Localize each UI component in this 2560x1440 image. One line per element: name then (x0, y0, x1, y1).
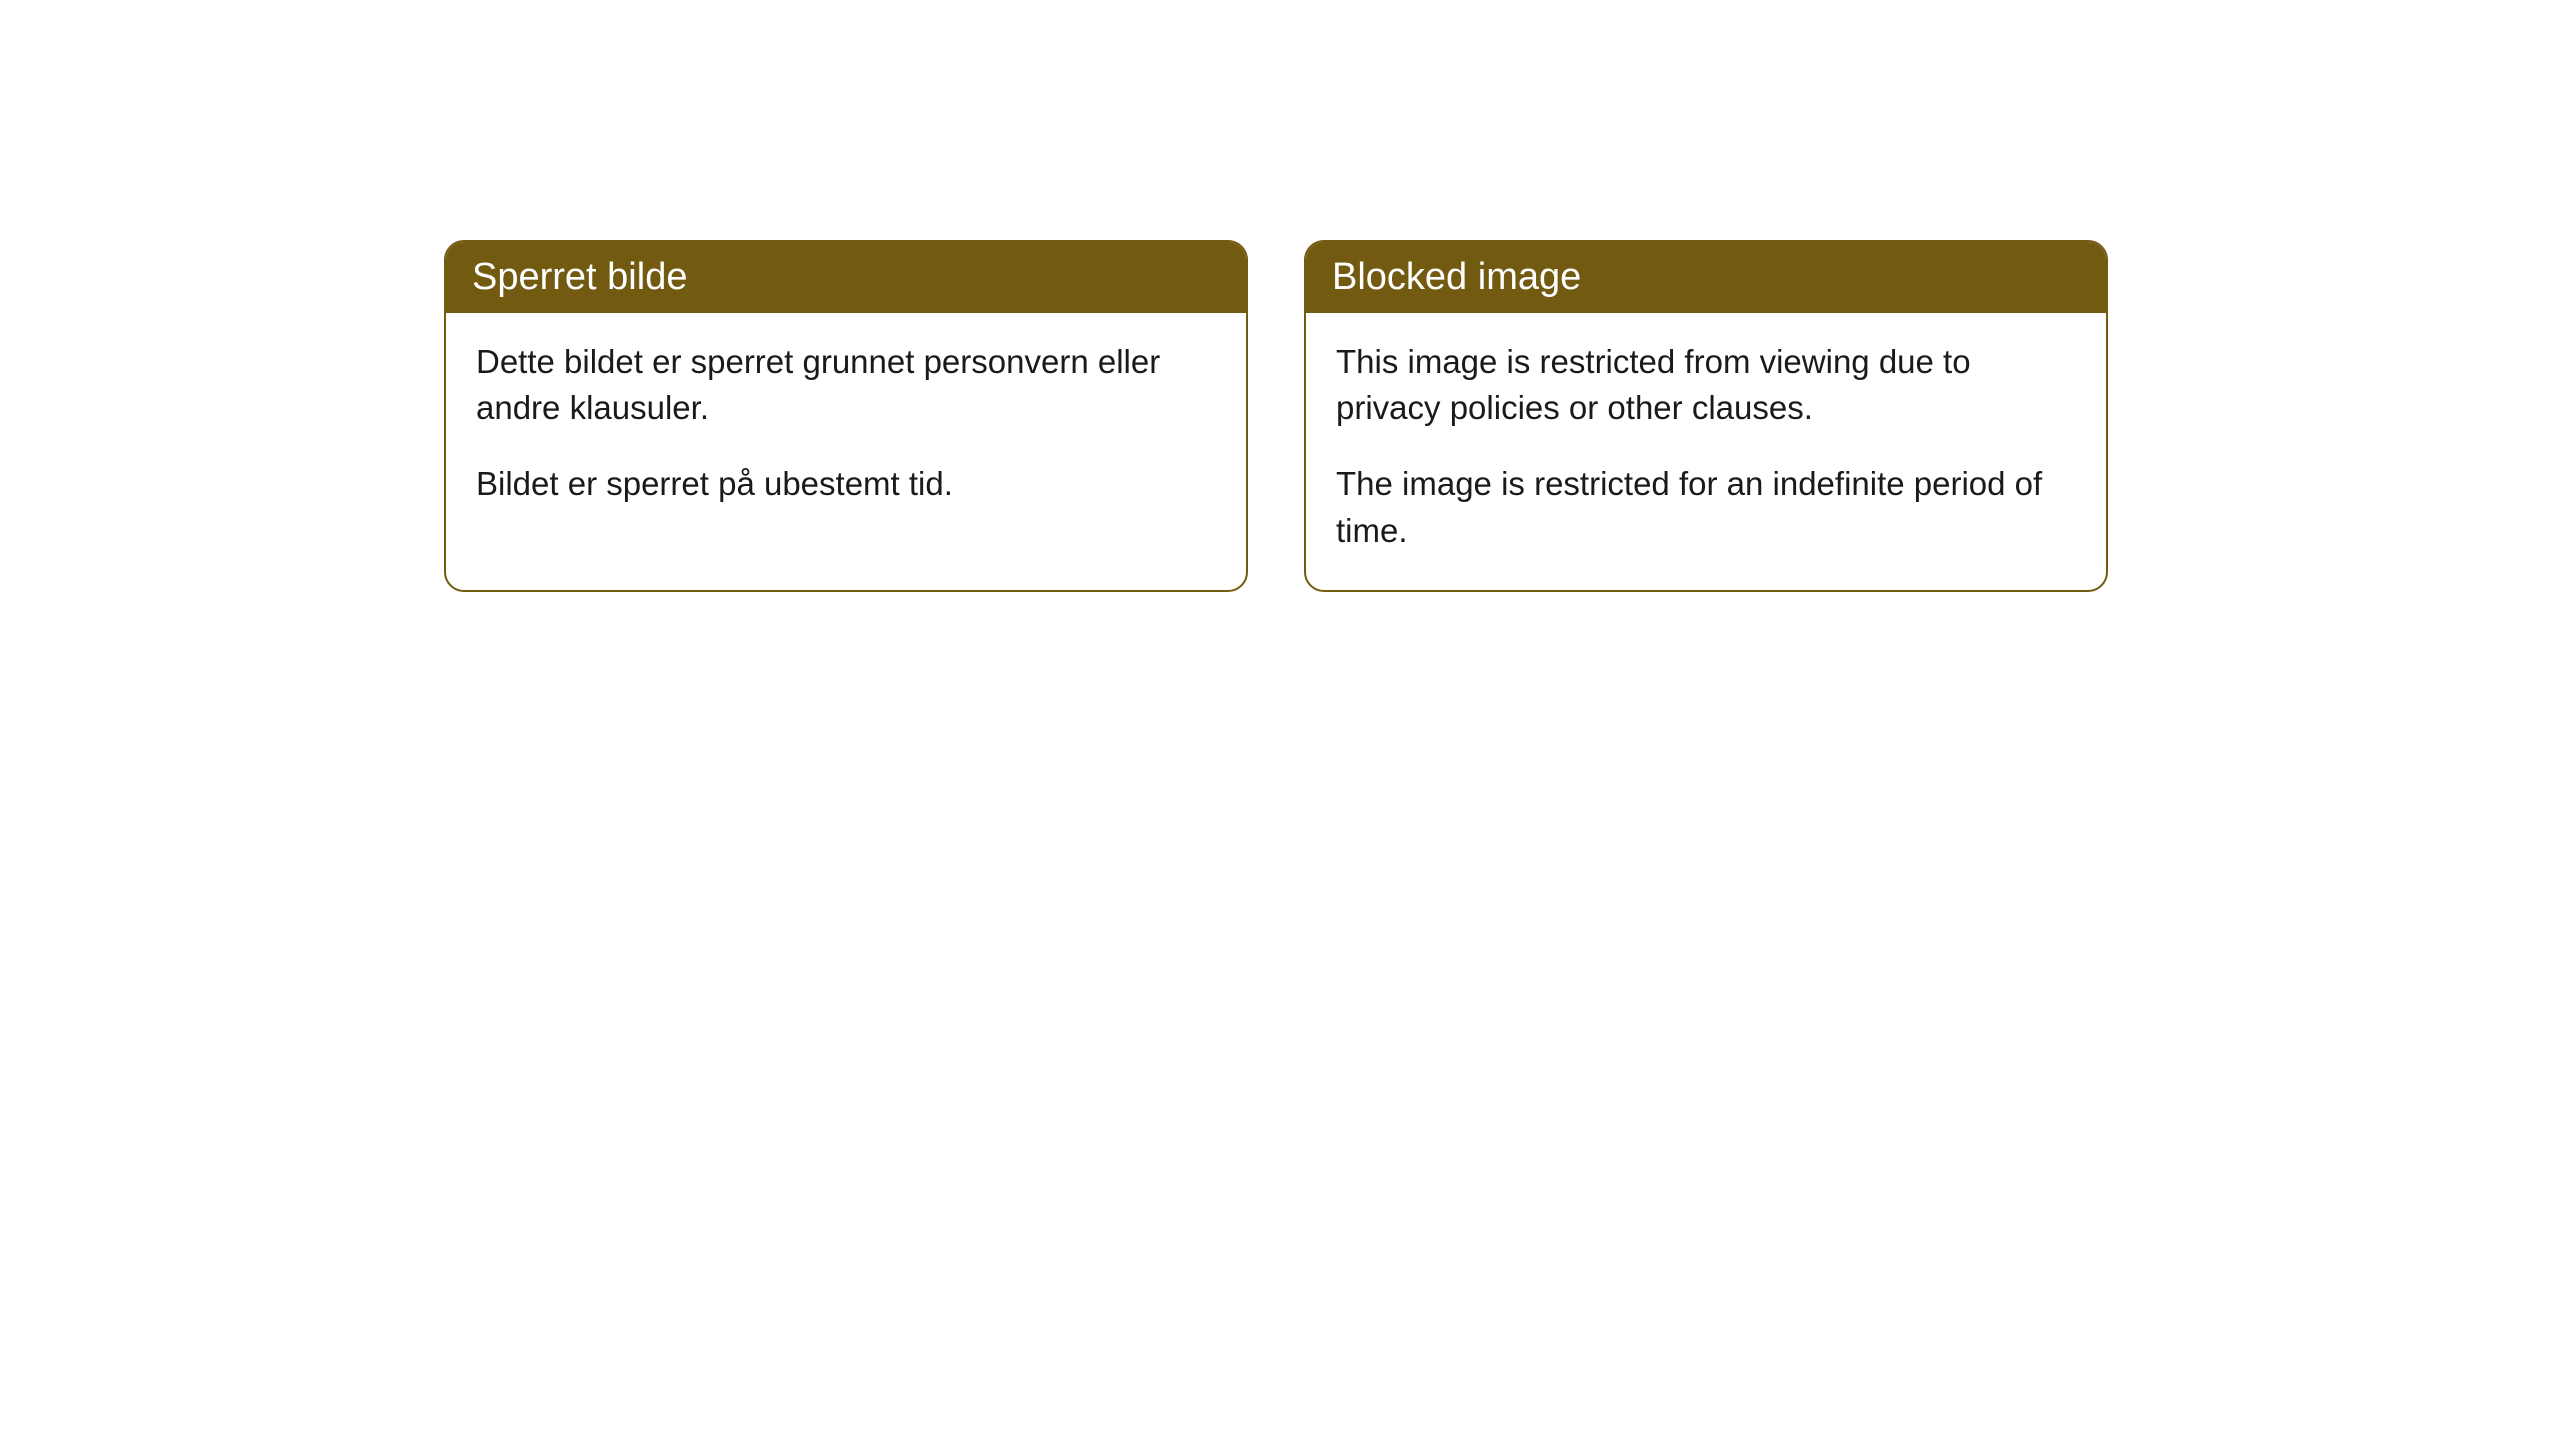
card-paragraph-2-norwegian: Bildet er sperret på ubestemt tid. (476, 461, 1216, 507)
cards-container: Sperret bilde Dette bildet er sperret gr… (444, 240, 2560, 592)
card-paragraph-2-english: The image is restricted for an indefinit… (1336, 461, 2076, 553)
card-paragraph-1-norwegian: Dette bildet er sperret grunnet personve… (476, 339, 1216, 431)
card-body-english: This image is restricted from viewing du… (1306, 313, 2106, 590)
card-header-english: Blocked image (1306, 242, 2106, 313)
card-paragraph-1-english: This image is restricted from viewing du… (1336, 339, 2076, 431)
blocked-image-card-english: Blocked image This image is restricted f… (1304, 240, 2108, 592)
card-header-norwegian: Sperret bilde (446, 242, 1246, 313)
blocked-image-card-norwegian: Sperret bilde Dette bildet er sperret gr… (444, 240, 1248, 592)
card-body-norwegian: Dette bildet er sperret grunnet personve… (446, 313, 1246, 544)
